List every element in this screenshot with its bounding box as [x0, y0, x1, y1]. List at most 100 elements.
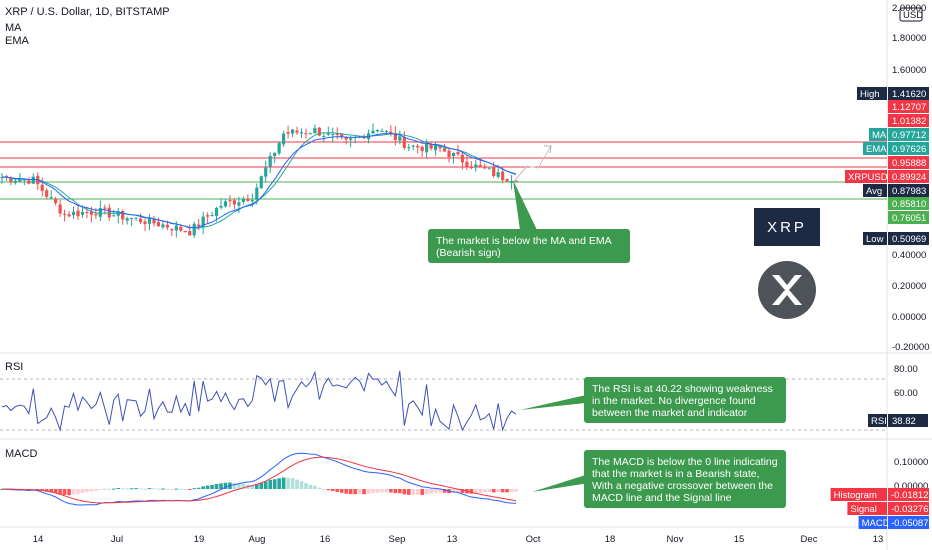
- candle-body: [58, 204, 62, 214]
- candle-body: [161, 224, 165, 228]
- price-tag-value: 0.76051: [892, 213, 926, 224]
- candle-body: [49, 197, 53, 199]
- candle-body: [67, 214, 71, 217]
- candle-body: [478, 164, 482, 167]
- time-axis-label: Dec: [801, 534, 818, 545]
- macd-histogram-bar: [393, 489, 398, 494]
- macd-histogram-bar: [496, 489, 500, 492]
- candle-body: [112, 215, 116, 217]
- macd-note-pointer: [532, 472, 595, 492]
- currency-badge[interactable]: [899, 7, 923, 22]
- rsi-note[interactable]: The RSI is at 40.22 showing weakness in …: [584, 377, 786, 423]
- candle-body: [214, 207, 219, 216]
- macd-tag-value-bg: [888, 488, 929, 501]
- macd-histogram-bar: [170, 489, 174, 490]
- candlestick-series: [0, 123, 518, 238]
- candle-body: [165, 224, 169, 228]
- macd-histogram-bar: [366, 489, 371, 494]
- price-tag-value-bg: [888, 170, 929, 183]
- candle-body: [94, 214, 98, 216]
- macd-histogram-bar: [58, 489, 62, 495]
- macd-histogram-bar: [196, 487, 201, 489]
- macd-histogram-bar: [456, 489, 460, 493]
- candle-body: [384, 130, 389, 132]
- indicator-ema-label: EMA: [5, 35, 30, 47]
- candle-body: [156, 222, 161, 227]
- ema-line: [2, 132, 517, 229]
- macd-histogram-bar: [214, 483, 219, 489]
- candle-body: [80, 212, 85, 215]
- price-note-pointer: [513, 180, 537, 230]
- candle-body: [273, 152, 277, 157]
- macd-note[interactable]: The MACD is below the 0 line indicating …: [584, 450, 786, 508]
- macd-histogram-bar: [402, 489, 407, 495]
- macd-histogram-bar: [223, 482, 228, 489]
- macd-histogram-bar: [398, 489, 402, 494]
- macd-histogram-bar: [308, 484, 313, 489]
- price-tag-value-bg: [888, 211, 929, 224]
- candle-body: [433, 145, 438, 151]
- candle-body: [492, 166, 496, 177]
- candle-body: [147, 217, 152, 224]
- macd-tag-label-bg: [830, 488, 887, 501]
- projection-arrow[interactable]: [514, 145, 552, 181]
- candle-body: [514, 180, 518, 182]
- macd-histogram-bar: [71, 489, 76, 495]
- candle-body: [299, 132, 304, 134]
- macd-histogram-bar: [411, 489, 416, 495]
- candle-body: [407, 147, 411, 149]
- macd-axis-label: 0.00000: [894, 481, 928, 492]
- currency-badge-label: USD: [903, 10, 923, 21]
- price-tag-label-bg: [845, 170, 887, 183]
- symbol-title: XRP / U.S. Dollar, 1D, BITSTAMP: [5, 6, 170, 18]
- candle-body: [237, 202, 241, 206]
- macd-histogram-bar: [326, 489, 331, 491]
- candle-body: [138, 218, 143, 223]
- candle-body: [197, 224, 201, 227]
- macd-histogram-bar: [500, 489, 505, 493]
- time-axis-label: Sep: [389, 534, 406, 545]
- macd-histogram-bar: [210, 484, 214, 489]
- price-note[interactable]: The market is below the MA and EMA (Bear…: [428, 229, 630, 263]
- candle-body: [340, 133, 344, 138]
- candle-body: [219, 205, 223, 208]
- macd-histogram-bar: [67, 489, 71, 496]
- macd-histogram-bar: [304, 483, 308, 489]
- macd-histogram-bar: [174, 488, 179, 490]
- xrp-logo-text: XRP: [754, 208, 820, 246]
- macd-histogram-bar: [89, 489, 94, 492]
- candle-body: [451, 152, 456, 157]
- candle-body: [344, 136, 348, 140]
- macd-histogram-bar: [85, 489, 89, 493]
- price-axis-label: 1.80000: [892, 33, 926, 44]
- macd-histogram-bar: [478, 489, 483, 493]
- rsi-axis-label: 60.00: [894, 388, 918, 399]
- rsi-tag-value-bg: [888, 414, 928, 427]
- time-axis[interactable]: 14 Jul 19 Aug 16 Sep 13 Oct 18 Nov 15 Dec 13: [33, 534, 884, 545]
- candle-body: [125, 218, 129, 221]
- macd-histogram-bar: [0, 489, 4, 490]
- time-axis-label: 13: [447, 534, 458, 545]
- macd-histogram-bar: [322, 489, 326, 490]
- candle-body: [483, 166, 487, 169]
- price-tag-value: 0.97626: [892, 144, 926, 155]
- candle-body: [103, 207, 107, 209]
- macd-histogram-bar: [49, 489, 53, 493]
- candle-body: [62, 213, 67, 215]
- candle-body: [290, 129, 295, 134]
- macd-histogram-bar: [237, 483, 241, 489]
- macd-histogram-bar: [281, 477, 286, 489]
- signal-line: [2, 456, 517, 504]
- time-axis-label: 19: [194, 534, 205, 545]
- macd-histogram-bar: [94, 489, 98, 491]
- macd-histogram-bar: [420, 489, 424, 495]
- candle-body: [420, 146, 424, 152]
- macd-histogram-bar: [357, 489, 362, 495]
- candle-body: [442, 148, 447, 152]
- candle-body: [241, 198, 245, 202]
- macd-histogram-bar: [487, 489, 492, 493]
- candle-body: [85, 212, 89, 214]
- price-tag-value: 1.12707: [892, 102, 926, 113]
